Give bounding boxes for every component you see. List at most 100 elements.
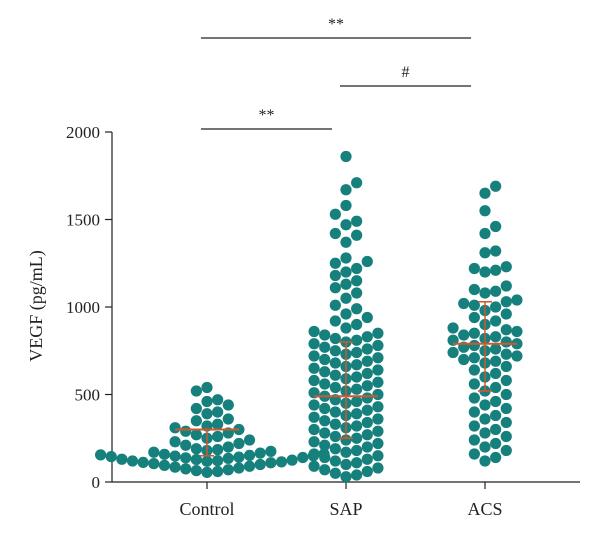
data-point xyxy=(361,331,373,343)
data-point xyxy=(340,292,352,304)
data-point xyxy=(233,462,245,474)
data-point xyxy=(212,418,224,430)
data-point xyxy=(351,395,363,408)
data-point xyxy=(372,388,384,401)
data-point xyxy=(351,469,363,481)
data-point xyxy=(308,460,320,472)
data-point xyxy=(361,255,373,268)
data-point xyxy=(500,261,512,273)
data-point xyxy=(169,450,181,462)
data-point xyxy=(233,437,245,450)
data-point xyxy=(351,262,363,275)
data-point xyxy=(372,327,384,339)
data-point xyxy=(319,378,331,390)
data-point xyxy=(500,430,512,443)
data-point xyxy=(351,229,363,241)
data-point xyxy=(319,464,331,476)
data-point xyxy=(372,401,384,413)
data-point xyxy=(351,359,363,371)
data-point xyxy=(361,367,373,380)
data-point xyxy=(490,423,502,436)
data-point xyxy=(372,413,384,425)
data-point xyxy=(340,219,352,231)
data-point xyxy=(116,453,128,465)
data-point xyxy=(340,434,352,446)
data-point xyxy=(158,459,171,471)
data-point xyxy=(468,364,480,376)
y-tick-label: 500 xyxy=(75,386,101,405)
data-point xyxy=(126,455,139,467)
data-point xyxy=(212,406,224,418)
data-point xyxy=(361,380,373,392)
data-point xyxy=(361,416,373,429)
data-point xyxy=(329,467,341,479)
x-tick-label: ACS xyxy=(467,499,502,519)
data-point xyxy=(286,454,298,466)
data-point xyxy=(254,447,266,459)
data-point xyxy=(490,409,502,422)
data-point xyxy=(447,346,459,359)
data-point xyxy=(351,215,363,227)
data-point xyxy=(351,287,363,299)
data-point xyxy=(468,262,480,275)
data-point xyxy=(319,439,331,451)
data-point xyxy=(351,457,363,469)
data-point xyxy=(468,327,480,339)
data-point xyxy=(468,434,480,446)
data-point xyxy=(490,301,502,313)
data-point xyxy=(222,452,234,464)
data-point xyxy=(329,357,341,369)
data-point xyxy=(490,245,502,257)
data-point xyxy=(468,448,480,460)
data-point xyxy=(329,406,341,418)
data-point xyxy=(201,408,213,420)
data-point xyxy=(490,343,502,355)
data-point xyxy=(372,352,384,364)
data-point xyxy=(169,422,181,434)
data-point xyxy=(361,392,373,404)
data-point xyxy=(329,369,341,381)
data-point xyxy=(372,376,384,388)
data-point xyxy=(479,266,491,278)
data-point xyxy=(447,322,459,334)
data-point xyxy=(340,199,352,212)
data-point xyxy=(351,383,363,395)
data-point xyxy=(361,441,373,453)
data-point xyxy=(275,456,288,468)
data-point xyxy=(479,227,491,240)
data-point xyxy=(490,437,502,450)
data-point xyxy=(319,341,331,353)
data-point xyxy=(180,463,192,475)
data-point xyxy=(351,318,363,331)
data-point xyxy=(361,429,373,441)
data-point xyxy=(479,187,491,199)
data-point xyxy=(479,205,491,217)
data-point xyxy=(351,334,363,346)
data-point xyxy=(340,322,352,334)
data-point xyxy=(479,413,491,425)
data-point xyxy=(490,367,502,380)
data-point xyxy=(490,395,502,408)
data-point xyxy=(308,362,320,374)
data-point xyxy=(319,366,331,378)
x-tick-label: Control xyxy=(179,499,234,519)
data-point xyxy=(254,458,266,471)
data-point xyxy=(361,465,373,478)
data-point xyxy=(500,324,512,336)
x-tick-label: SAP xyxy=(329,499,362,519)
data-point xyxy=(361,453,373,465)
data-point xyxy=(308,325,320,338)
data-point xyxy=(511,294,523,306)
data-point xyxy=(479,399,491,411)
data-point xyxy=(169,461,181,473)
data-point xyxy=(479,455,491,467)
data-point xyxy=(329,257,341,269)
data-point xyxy=(468,406,480,418)
significance-label: ** xyxy=(328,16,344,33)
data-point xyxy=(479,247,491,259)
data-point xyxy=(468,352,480,364)
data-point xyxy=(329,315,341,327)
y-tick-label: 2000 xyxy=(66,123,100,142)
data-point xyxy=(222,413,234,425)
data-point xyxy=(190,454,202,466)
